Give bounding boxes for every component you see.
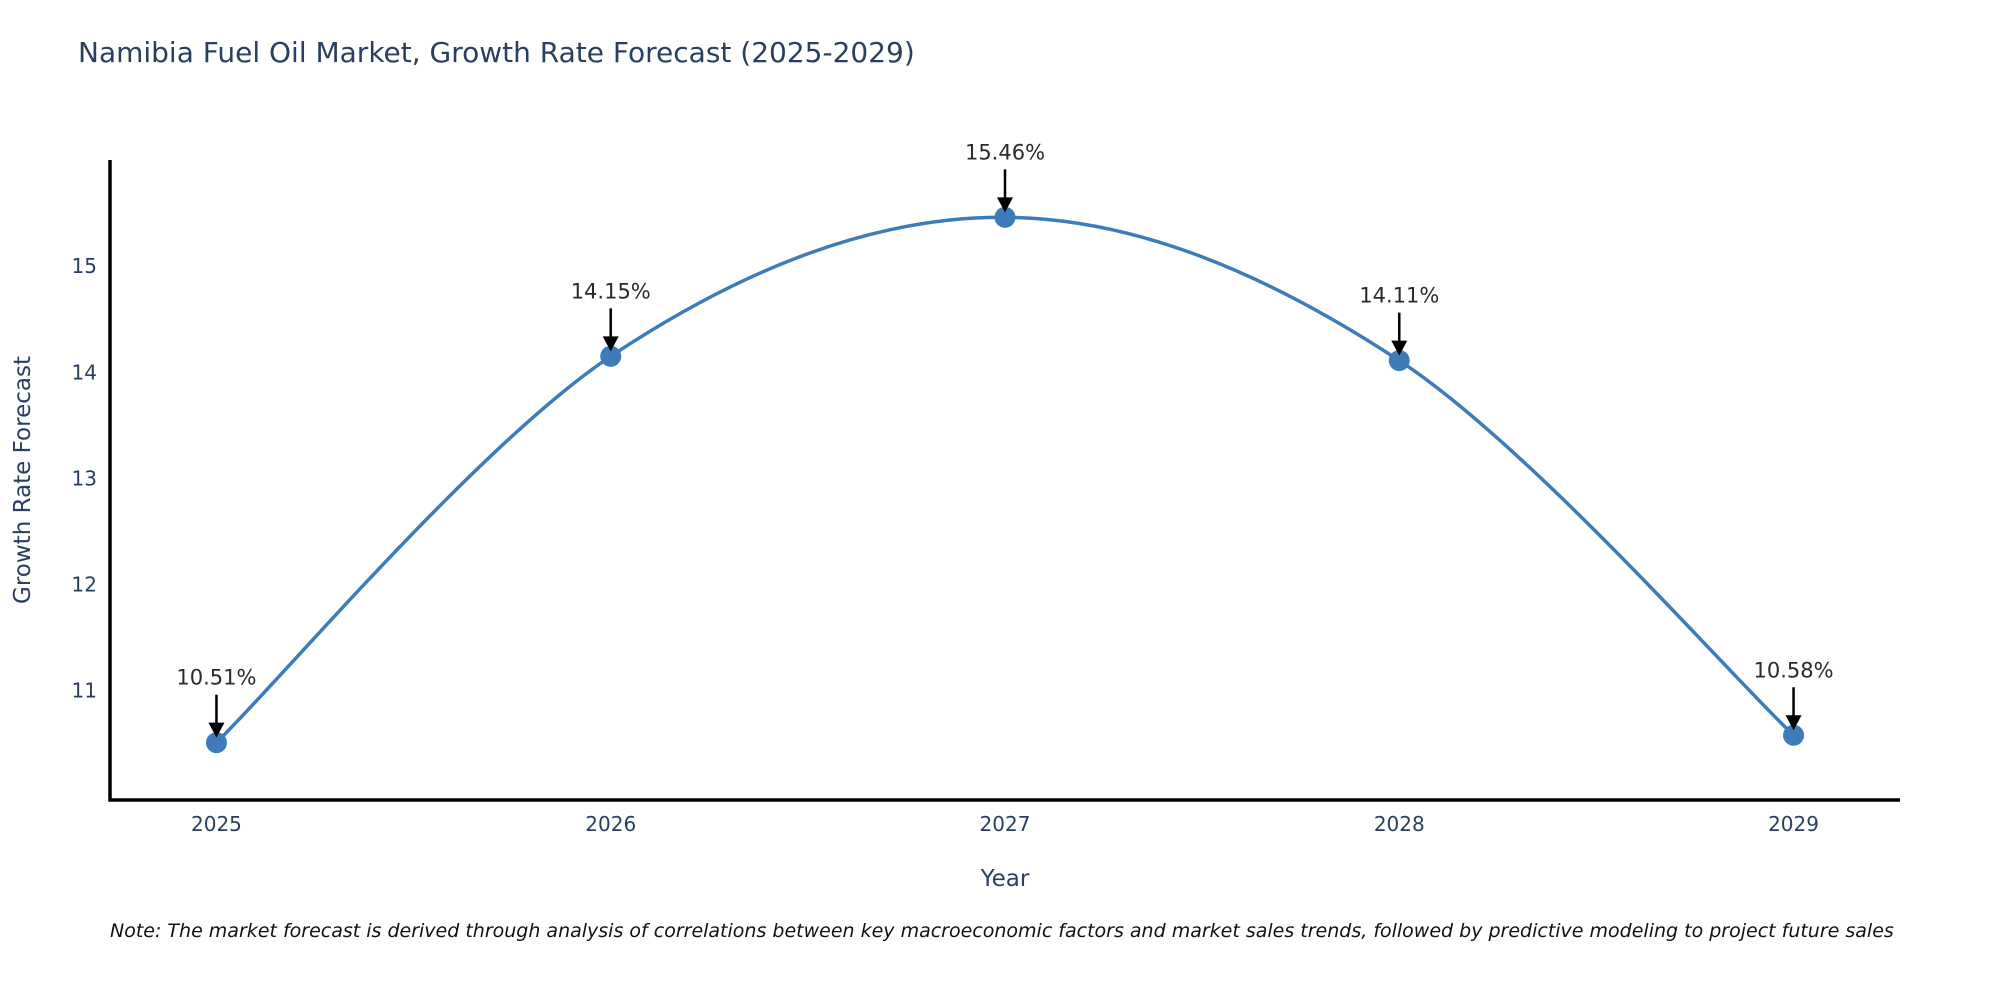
x-tick-label: 2028 — [1374, 812, 1425, 836]
data-point-marker — [1783, 724, 1805, 746]
y-tick-label: 14 — [72, 360, 97, 384]
data-point-label: 14.15% — [571, 279, 651, 303]
y-tick-label: 13 — [72, 466, 97, 490]
axis-line — [108, 160, 1900, 802]
data-point-label: 10.58% — [1754, 658, 1834, 682]
x-tick-label: 2029 — [1768, 812, 1819, 836]
curve-line — [214, 215, 1796, 745]
x-axis-title: Year — [980, 866, 1030, 892]
y-axis-title: Growth Rate Forecast — [10, 356, 36, 604]
x-tick-label: 2025 — [191, 812, 242, 836]
annotation-arrow-head — [1785, 715, 1802, 731]
data-point-label: 15.46% — [965, 140, 1045, 164]
data-point-label: 10.51% — [176, 666, 256, 690]
annotation-arrow-head — [997, 197, 1013, 213]
chart-title: Namibia Fuel Oil Market, Growth Rate For… — [78, 36, 915, 69]
annotation-arrow-head — [602, 336, 619, 352]
data-point-marker — [994, 206, 1016, 228]
plot-area: 11 12 13 14 15 2025 2026 2027 2028 2029 10.51% 14.1… — [72, 140, 1900, 836]
data-point-marker — [205, 732, 227, 754]
y-tick-label: 11 — [72, 679, 97, 703]
y-tick-label: 12 — [72, 573, 97, 597]
x-tick-label: 2026 — [585, 812, 636, 836]
footnote: Note: The market forecast is derived thr… — [110, 920, 1894, 942]
x-tick-label: 2027 — [980, 812, 1031, 836]
data-point-marker — [1388, 350, 1410, 372]
data-point-label: 14.11% — [1359, 284, 1439, 308]
annotation-arrow-head — [208, 722, 225, 738]
y-tick-label: 15 — [72, 254, 97, 278]
annotation-arrow-head — [1391, 340, 1408, 356]
data-point-marker — [600, 345, 622, 367]
